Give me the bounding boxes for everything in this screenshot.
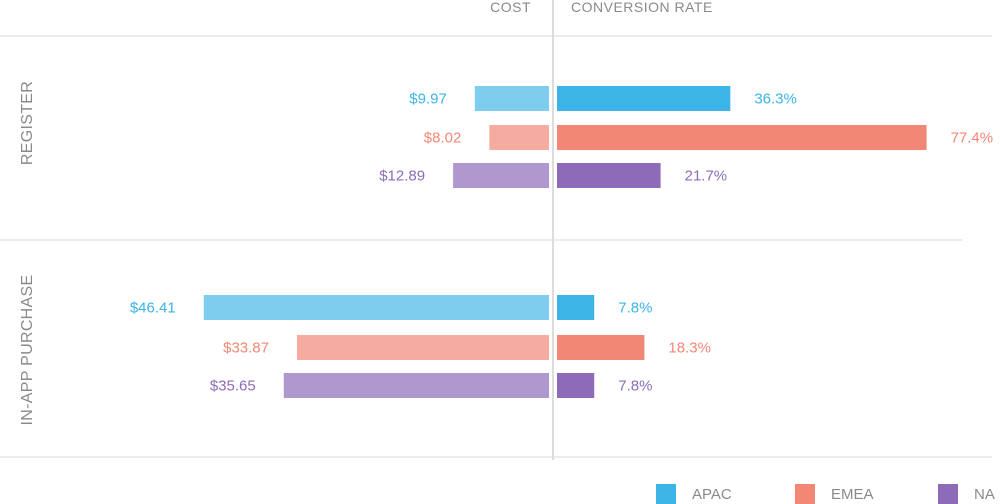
cost-label-in-app-purchase-na: $35.65 (210, 378, 256, 395)
cost-bar-register-emea (489, 125, 549, 150)
conversion-axis-title: CONVERSION RATE (571, 0, 713, 15)
cost-label-in-app-purchase-emea: $33.87 (223, 340, 269, 357)
legend-label-apac: APAC (692, 486, 732, 503)
conversion-bar-register-apac (557, 86, 731, 111)
cost-label-register-apac: $9.97 (409, 91, 447, 108)
conversion-bar-in-app-purchase-emea (557, 335, 645, 360)
cost-label-register-emea: $8.02 (424, 130, 462, 147)
legend-label-emea: EMEA (831, 486, 874, 503)
conversion-label-in-app-purchase-na: 7.8% (618, 378, 652, 395)
cost-label-in-app-purchase-apac: $46.41 (130, 300, 176, 317)
conversion-label-register-na: 21.7% (685, 168, 728, 185)
conversion-label-in-app-purchase-apac: 7.8% (618, 300, 652, 317)
cost-bar-in-app-purchase-apac (203, 295, 549, 320)
legend-swatch-emea (795, 484, 815, 504)
conversion-label-register-apac: 36.3% (754, 91, 797, 108)
chart-marks: $9.97 36.3% $8.02 77.4% $12.89 21.7% $46.41 7.8… (130, 86, 993, 398)
cost-label-register-na: $12.89 (379, 168, 425, 185)
cost-bar-in-app-purchase-emea (297, 335, 549, 360)
conversion-bar-in-app-purchase-na (557, 373, 595, 398)
cost-axis-title: COST (490, 0, 531, 15)
legend-swatch-na (938, 484, 958, 504)
group-label-register: REGISTER (19, 81, 36, 165)
conversion-bar-in-app-purchase-apac (557, 295, 595, 320)
group-label-in-app-purchase: IN-APP PURCHASE (19, 275, 36, 426)
legend-label-na: NA (974, 486, 995, 503)
legend-swatch-apac (656, 484, 676, 504)
conversion-bar-register-emea (557, 125, 927, 150)
conversion-label-register-emea: 77.4% (951, 130, 994, 147)
cost-bar-in-app-purchase-na (283, 373, 549, 398)
conversion-bar-register-na (557, 163, 661, 188)
conversion-label-in-app-purchase-emea: 18.3% (668, 340, 711, 357)
cost-bar-register-na (453, 163, 549, 188)
legend: APAC EMEA NA (656, 484, 995, 504)
cost-bar-register-apac (474, 86, 549, 111)
